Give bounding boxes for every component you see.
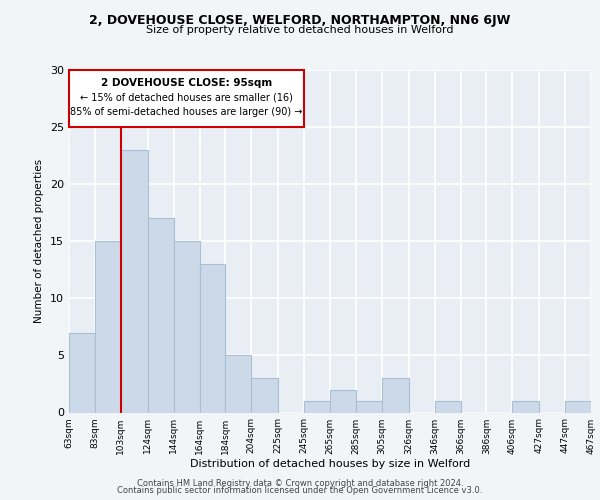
Text: 2 DOVEHOUSE CLOSE: 95sqm: 2 DOVEHOUSE CLOSE: 95sqm: [101, 78, 272, 88]
Bar: [382, 378, 409, 412]
Bar: [251, 378, 278, 412]
Text: 2, DOVEHOUSE CLOSE, WELFORD, NORTHAMPTON, NN6 6JW: 2, DOVEHOUSE CLOSE, WELFORD, NORTHAMPTON…: [89, 14, 511, 27]
Bar: [121, 150, 148, 412]
Bar: [304, 401, 330, 412]
Text: 85% of semi-detached houses are larger (90) →: 85% of semi-detached houses are larger (…: [70, 106, 303, 117]
Bar: [69, 332, 95, 412]
Bar: [565, 401, 591, 412]
Text: Contains public sector information licensed under the Open Government Licence v3: Contains public sector information licen…: [118, 486, 482, 495]
Text: Contains HM Land Registry data © Crown copyright and database right 2024.: Contains HM Land Registry data © Crown c…: [137, 478, 463, 488]
Bar: [356, 401, 382, 412]
Bar: [226, 356, 251, 412]
Bar: [512, 401, 539, 412]
X-axis label: Distribution of detached houses by size in Welford: Distribution of detached houses by size …: [190, 460, 470, 469]
Bar: [434, 401, 461, 412]
Bar: [173, 242, 199, 412]
FancyBboxPatch shape: [69, 70, 304, 127]
Bar: [330, 390, 356, 412]
Bar: [148, 218, 173, 412]
Bar: [95, 242, 121, 412]
Bar: [199, 264, 226, 412]
Text: ← 15% of detached houses are smaller (16): ← 15% of detached houses are smaller (16…: [80, 93, 293, 103]
Text: Size of property relative to detached houses in Welford: Size of property relative to detached ho…: [146, 25, 454, 35]
Y-axis label: Number of detached properties: Number of detached properties: [34, 159, 44, 324]
